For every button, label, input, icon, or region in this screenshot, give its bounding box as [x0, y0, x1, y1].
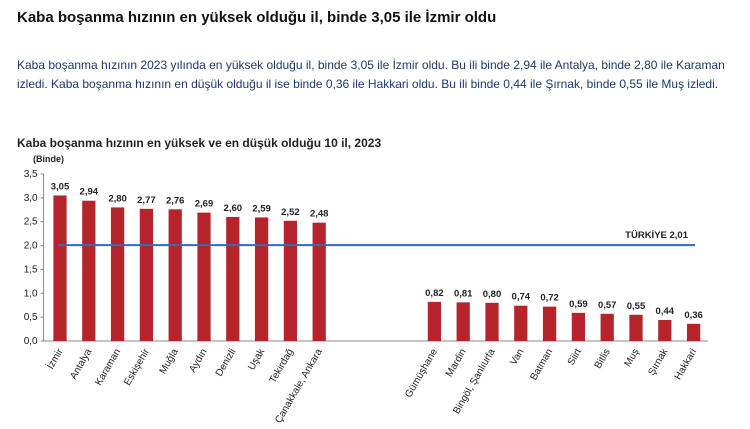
bar: [283, 220, 298, 341]
value-label: 2,77: [137, 195, 156, 206]
y-tick-label: 0,0: [24, 336, 38, 347]
y-tick-label: 3,5: [24, 169, 38, 180]
value-label: 0,74: [512, 292, 531, 303]
value-label: 0,81: [454, 288, 473, 299]
x-tick-label: Hakkari: [673, 347, 699, 382]
y-tick-label: 2,5: [24, 217, 38, 228]
x-tick-label: İzmir: [44, 345, 66, 371]
x-tick-label: Antalya: [68, 347, 94, 382]
chart-title: Kaba boşanma hızının en yüksek ve en düş…: [17, 136, 381, 150]
value-label: 2,80: [108, 193, 127, 204]
bar: [226, 216, 240, 341]
x-tick-label: Gümüşhane: [403, 347, 440, 400]
bar: [456, 302, 470, 341]
y-tick-label: 1,0: [24, 288, 38, 299]
value-label: 0,82: [425, 288, 444, 299]
value-label: 2,59: [252, 203, 271, 214]
value-label: 0,80: [483, 289, 502, 300]
value-label: 0,72: [540, 293, 559, 304]
value-label: 2,60: [224, 203, 243, 214]
reference-label: TÜRKİYE 2,01: [625, 230, 689, 241]
bar: [197, 212, 211, 341]
bar: [254, 217, 269, 341]
bar: [686, 323, 701, 341]
x-tick-label: Mardin: [444, 347, 469, 379]
value-label: 0,59: [569, 299, 588, 310]
value-label: 2,69: [195, 199, 214, 210]
x-tick-label: Siirt: [566, 347, 584, 368]
x-tick-label: Batman: [528, 347, 555, 382]
x-tick-label: Eskişehir: [122, 346, 152, 387]
value-label: 0,57: [598, 300, 617, 311]
value-label: 0,55: [627, 301, 646, 312]
bar: [168, 209, 182, 341]
y-tick-label: 0,5: [24, 312, 38, 323]
x-tick-label: Muş: [623, 347, 642, 369]
bar: [658, 320, 672, 341]
bar: [571, 312, 586, 341]
x-tick-label: Bitlis: [593, 347, 613, 371]
value-label: 0,36: [684, 310, 703, 321]
x-tick-label: Uşak: [246, 346, 267, 372]
bar: [600, 313, 614, 341]
bar: [485, 302, 499, 341]
paragraph: Kaba boşanma hızının 2023 yılında en yük…: [17, 58, 725, 91]
value-label: 3,05: [51, 181, 70, 192]
value-label: 2,48: [310, 209, 329, 220]
bar: [629, 314, 643, 341]
value-label: 2,76: [166, 195, 185, 206]
x-tick-label: Tekirdağ: [268, 347, 296, 385]
y-axis-label: (Binde): [33, 154, 64, 164]
x-tick-label: Karaman: [93, 347, 123, 388]
bar: [82, 200, 96, 341]
bar: [139, 208, 154, 341]
bar: [53, 195, 67, 341]
x-tick-label: Aydın: [187, 347, 209, 374]
y-tick-label: 1,5: [24, 264, 38, 275]
y-tick-label: 3,0: [24, 193, 38, 204]
bar: [427, 301, 442, 341]
page-title: Kaba boşanma hızının en yüksek olduğu il…: [17, 9, 497, 26]
x-tick-label: Van: [508, 347, 526, 367]
value-label: 2,94: [80, 187, 99, 198]
x-tick-label: Muğla: [158, 347, 181, 376]
bar: [514, 305, 528, 341]
value-label: 0,44: [656, 306, 675, 317]
x-tick-label: Denizli: [214, 347, 239, 378]
x-tick-label: Şırnak: [646, 346, 670, 377]
bar: [542, 306, 557, 341]
value-label: 2,52: [281, 207, 300, 218]
bar: [312, 222, 326, 341]
y-tick-label: 2,0: [24, 241, 38, 252]
bar: [110, 207, 125, 341]
